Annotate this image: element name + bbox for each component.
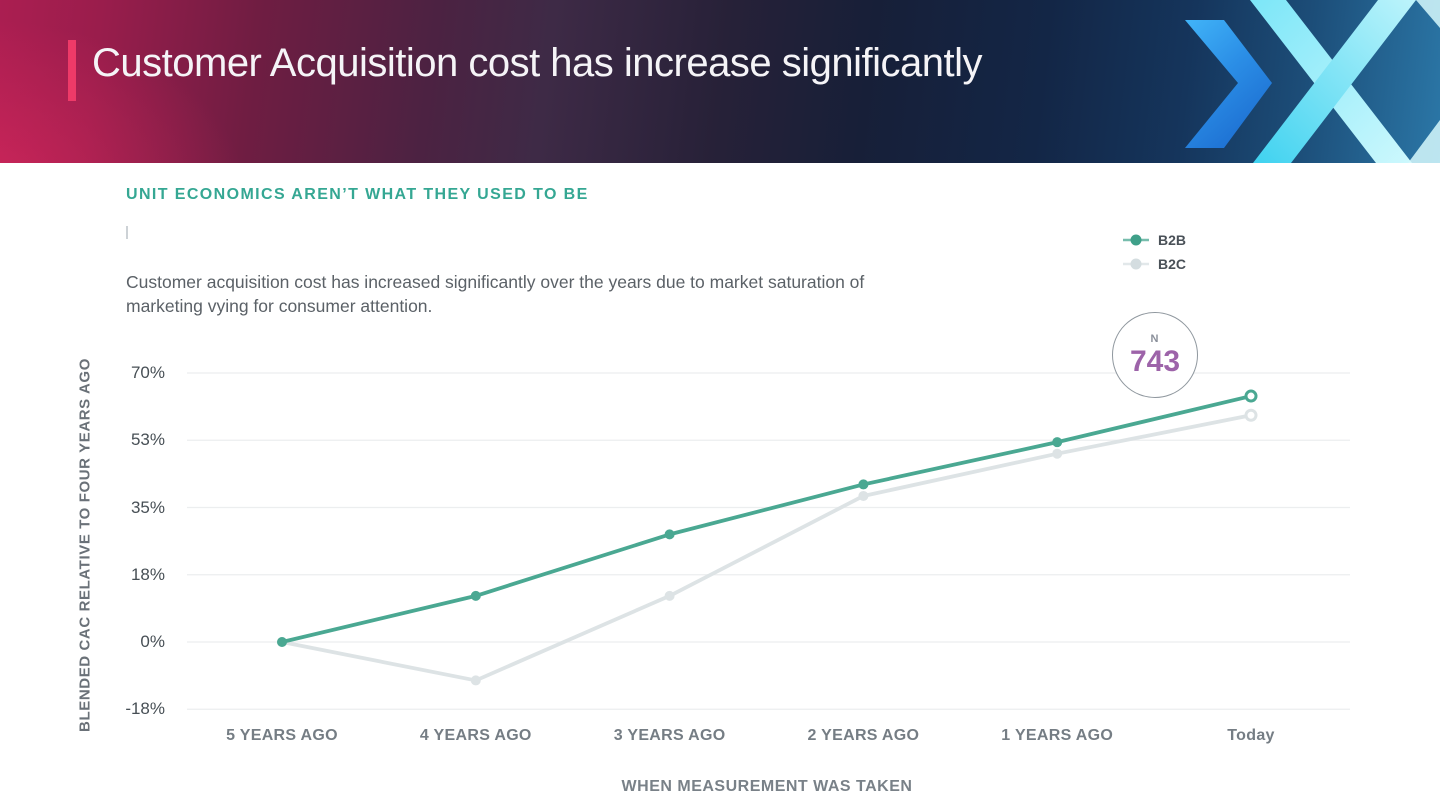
x-axis-title: WHEN MEASUREMENT WAS TAKEN (621, 778, 913, 795)
section-body-text: Customer acquisition cost has increased … (126, 272, 865, 316)
data-point-b2c (1052, 448, 1063, 459)
x-tick-label: Today (1227, 727, 1275, 744)
y-axis-title: BLENDED CAC RELATIVE TO FOUR YEARS AGO (76, 358, 94, 732)
sample-size-label: N (1150, 332, 1160, 345)
x-tick-label: 3 YEARS AGO (613, 727, 726, 744)
legend-item-b2c: B2C (1122, 252, 1186, 276)
data-point-b2c (470, 675, 481, 686)
y-tick-label: 35% (130, 497, 165, 517)
sample-size-value: 743 (1129, 344, 1181, 378)
data-point-b2b (858, 479, 869, 490)
x-tick-label: 2 YEARS AGO (807, 727, 920, 744)
legend-marker-b2b-icon (1123, 234, 1149, 246)
data-point-b2c (1244, 408, 1258, 422)
y-tick-label: 0% (140, 632, 165, 651)
x-tick-label: 5 YEARS AGO (226, 727, 338, 744)
chart-legend: B2B B2C (1122, 228, 1186, 276)
section-eyebrow: UNIT ECONOMICS AREN’T WHAT THEY USED TO … (126, 186, 589, 203)
slide-title: Customer Acquisition cost has increase s… (92, 41, 982, 85)
x-tick-label: 4 YEARS AGO (419, 727, 532, 744)
x-tick-label: 1 YEARS AGO (1001, 727, 1114, 744)
series-line-b2c (281, 413, 1252, 683)
title-accent-bar (68, 40, 76, 101)
legend-label-b2b: B2B (1158, 232, 1187, 248)
data-point-b2b (1052, 437, 1063, 448)
data-point-b2b (1244, 389, 1258, 403)
sample-size-badge: N 743 (1112, 312, 1198, 398)
text-cursor-tick (126, 226, 128, 239)
data-point-b2b (470, 590, 481, 601)
y-tick-label: 53% (130, 430, 165, 450)
slide-header: Customer Acquisition cost has increase s… (0, 0, 1440, 163)
legend-marker-b2c-icon (1123, 258, 1149, 270)
data-point-b2c (664, 590, 675, 601)
data-point-b2b (277, 637, 287, 647)
data-point-b2b (664, 529, 675, 540)
y-tick-label: -18% (125, 699, 165, 719)
data-point-b2c (858, 490, 869, 501)
legend-label-b2c: B2C (1158, 256, 1187, 272)
y-tick-label: 70% (130, 363, 165, 382)
series-line-b2b (281, 394, 1252, 644)
legend-item-b2b: B2B (1122, 228, 1186, 252)
data-point-b2c (277, 637, 287, 647)
x-chevrons-logo-icon (1185, 0, 1440, 163)
y-tick-label: 18% (130, 564, 165, 584)
